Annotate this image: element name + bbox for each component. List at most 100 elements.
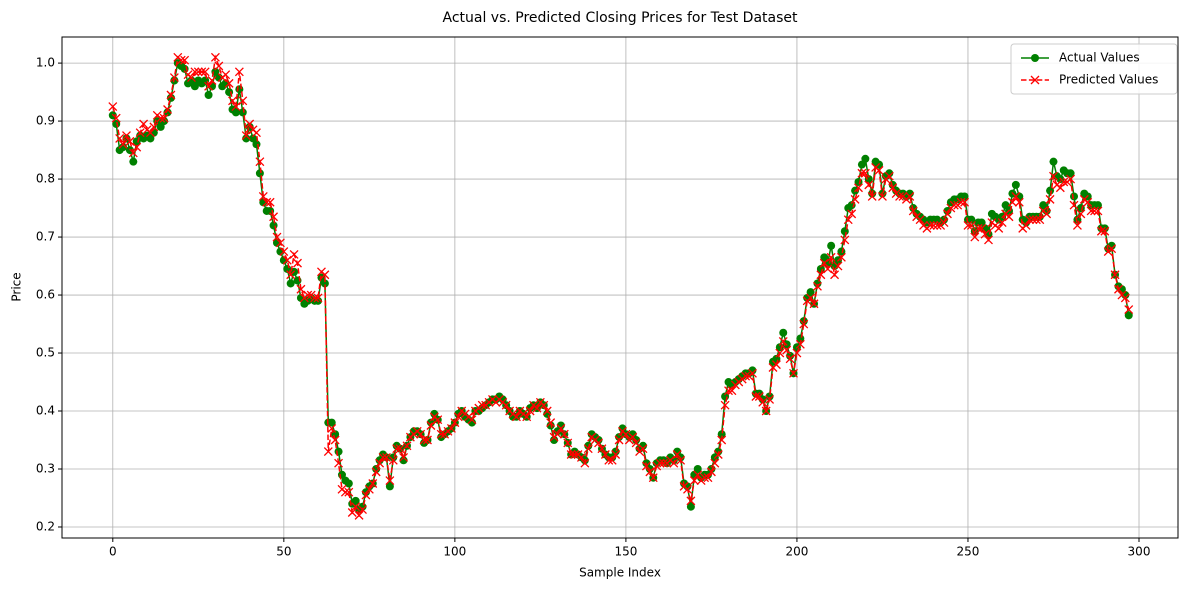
marker xyxy=(129,157,138,166)
marker xyxy=(265,197,275,207)
marker xyxy=(197,67,207,77)
marker xyxy=(204,81,214,91)
marker xyxy=(597,444,607,454)
marker xyxy=(286,270,296,280)
marker xyxy=(861,154,870,163)
marker xyxy=(169,73,179,83)
marker xyxy=(570,450,580,459)
marker xyxy=(156,122,165,131)
marker xyxy=(638,444,648,454)
marker xyxy=(967,215,976,224)
marker xyxy=(128,148,138,158)
marker xyxy=(775,348,785,358)
marker xyxy=(193,67,203,77)
marker xyxy=(771,360,781,370)
y-tick-label: 0.7 xyxy=(36,230,55,244)
marker xyxy=(245,119,255,129)
marker xyxy=(546,418,556,428)
marker xyxy=(238,108,247,117)
marker xyxy=(1007,197,1017,207)
marker xyxy=(262,197,272,207)
y-tick-label: 1.0 xyxy=(36,56,55,70)
marker xyxy=(840,235,850,245)
marker xyxy=(392,444,402,454)
marker xyxy=(628,430,637,439)
marker xyxy=(361,490,371,500)
marker xyxy=(847,209,857,219)
marker xyxy=(553,429,562,439)
marker xyxy=(255,169,264,178)
marker xyxy=(395,444,405,454)
marker xyxy=(779,328,788,337)
marker xyxy=(566,450,576,459)
marker xyxy=(563,438,573,448)
marker xyxy=(785,354,795,364)
marker xyxy=(156,113,166,123)
marker xyxy=(214,61,224,71)
marker xyxy=(293,258,302,268)
marker xyxy=(238,96,248,106)
marker xyxy=(611,447,620,456)
marker xyxy=(559,429,569,439)
marker xyxy=(840,227,849,236)
marker xyxy=(820,253,829,262)
marker xyxy=(683,484,692,494)
marker xyxy=(275,238,285,248)
marker xyxy=(1011,180,1020,189)
marker xyxy=(1055,183,1065,193)
marker xyxy=(122,131,131,141)
marker xyxy=(255,157,265,167)
marker xyxy=(258,192,268,201)
marker xyxy=(399,452,409,462)
marker xyxy=(857,168,867,178)
marker xyxy=(795,339,805,349)
marker xyxy=(344,487,354,497)
marker xyxy=(843,215,853,225)
legend-marker xyxy=(1030,75,1040,85)
marker xyxy=(139,119,149,129)
marker xyxy=(399,456,408,465)
marker xyxy=(751,392,761,401)
marker xyxy=(1039,201,1048,210)
marker xyxy=(204,90,213,99)
marker xyxy=(234,67,244,77)
marker xyxy=(960,192,969,201)
marker xyxy=(1120,293,1130,303)
marker xyxy=(375,458,385,468)
marker xyxy=(1031,215,1041,225)
x-axis-label: Sample Index xyxy=(579,566,661,580)
marker xyxy=(210,52,220,62)
marker xyxy=(1021,220,1031,230)
marker xyxy=(385,476,395,486)
legend-label: Actual Values xyxy=(1059,51,1140,65)
marker xyxy=(669,458,679,468)
marker xyxy=(806,293,816,303)
marker xyxy=(436,429,446,439)
marker xyxy=(450,418,460,428)
marker xyxy=(720,400,730,410)
marker xyxy=(960,197,970,207)
marker xyxy=(135,128,145,138)
y-tick-label: 0.4 xyxy=(36,404,55,418)
marker xyxy=(1124,305,1134,314)
marker xyxy=(1028,215,1038,225)
marker xyxy=(1066,169,1075,178)
marker xyxy=(594,438,603,448)
marker xyxy=(905,192,915,201)
marker xyxy=(252,140,261,149)
marker xyxy=(200,67,210,77)
marker xyxy=(693,464,702,473)
marker xyxy=(467,418,476,427)
marker xyxy=(190,82,199,91)
marker xyxy=(145,128,155,138)
marker xyxy=(289,249,299,259)
marker xyxy=(1069,200,1079,210)
x-tick-label: 100 xyxy=(443,545,466,559)
marker xyxy=(1025,215,1034,225)
marker xyxy=(388,455,398,465)
marker xyxy=(477,400,487,410)
marker xyxy=(639,441,648,450)
marker xyxy=(242,134,251,143)
marker xyxy=(809,299,819,309)
marker xyxy=(241,131,251,141)
